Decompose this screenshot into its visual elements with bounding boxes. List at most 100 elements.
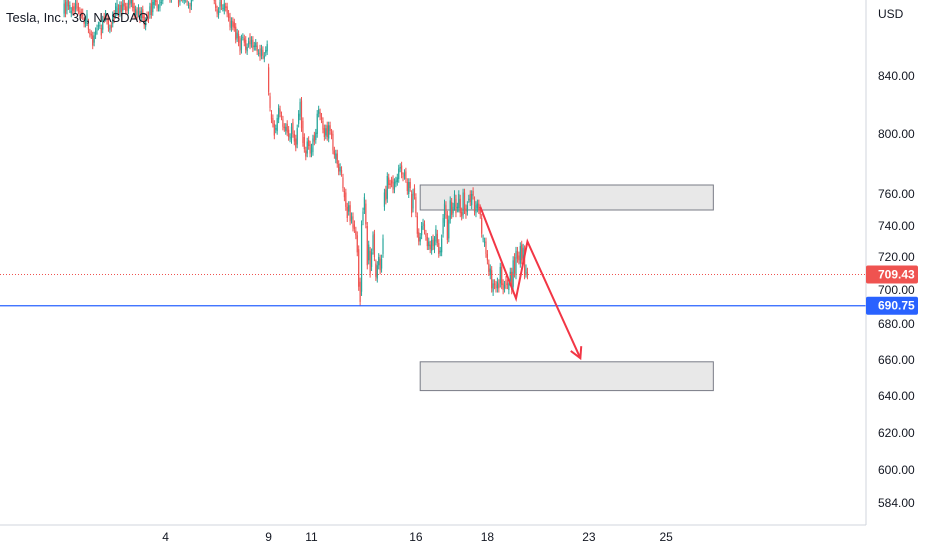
projection-path[interactable] — [479, 206, 582, 359]
candle — [466, 201, 468, 216]
candle — [378, 253, 380, 270]
candle — [146, 11, 148, 22]
candle — [152, 0, 154, 16]
candle — [135, 5, 137, 19]
candle — [345, 188, 347, 211]
candle — [136, 7, 138, 22]
candle — [262, 46, 264, 60]
candle — [355, 226, 357, 240]
candle — [403, 169, 406, 180]
candle — [411, 190, 413, 218]
candle — [316, 110, 318, 138]
candle — [187, 1, 190, 9]
currency-label: USD — [878, 7, 904, 21]
lines-layer — [0, 273, 866, 307]
zone-box-2[interactable] — [419, 361, 714, 392]
candle — [501, 262, 503, 290]
candle — [438, 239, 440, 258]
candle — [363, 193, 366, 214]
candle — [149, 2, 151, 19]
candle — [396, 173, 398, 186]
candle — [119, 1, 121, 18]
candle — [179, 0, 181, 6]
x-tick-label: 9 — [265, 530, 272, 544]
candle — [366, 222, 368, 270]
candle — [232, 17, 234, 31]
candle — [393, 178, 396, 194]
candle — [263, 52, 265, 63]
candle — [250, 36, 253, 48]
candle — [519, 242, 521, 268]
chart-title: Tesla, Inc., 30, NASDAQ — [6, 10, 148, 25]
candle — [369, 246, 371, 278]
candle — [222, 4, 224, 12]
candle — [505, 275, 507, 290]
candle — [376, 261, 378, 283]
candle — [153, 0, 155, 9]
candle — [482, 234, 484, 243]
candle — [242, 33, 244, 41]
candle — [296, 124, 298, 149]
candle — [442, 214, 444, 238]
candle — [247, 37, 250, 48]
candle — [73, 2, 75, 16]
candle — [252, 36, 254, 53]
candle — [295, 134, 297, 152]
candle — [282, 115, 284, 131]
candle — [286, 120, 288, 137]
candle — [352, 212, 354, 232]
candle — [299, 98, 301, 121]
candle — [521, 240, 523, 265]
candle — [260, 44, 263, 60]
candle — [383, 188, 386, 211]
candle — [249, 33, 251, 50]
candle — [452, 202, 454, 218]
candle — [525, 264, 527, 278]
candle — [313, 131, 315, 146]
candle — [339, 163, 341, 176]
candle — [162, 0, 164, 5]
candle — [122, 0, 124, 15]
candle — [399, 163, 401, 173]
y-tick-label: 760.00 — [878, 187, 915, 201]
candle — [268, 63, 270, 96]
candle — [413, 184, 416, 200]
candle — [230, 17, 233, 32]
candle — [365, 199, 367, 229]
candle — [319, 108, 321, 121]
candle — [349, 201, 351, 226]
candle — [170, 0, 172, 3]
candle — [300, 97, 303, 132]
candle — [360, 220, 363, 296]
candle — [322, 117, 324, 134]
candle — [333, 146, 335, 159]
candle — [110, 21, 112, 32]
candle — [419, 232, 421, 246]
candle — [318, 105, 320, 118]
candle — [147, 11, 150, 24]
y-tick-label: 600.00 — [878, 463, 915, 477]
candle — [182, 0, 184, 3]
candle — [269, 92, 271, 112]
candle — [106, 14, 108, 25]
candle — [433, 236, 436, 254]
svg-text:690.75: 690.75 — [878, 299, 915, 313]
candle — [526, 267, 529, 280]
candle — [180, 0, 182, 2]
candle — [422, 218, 424, 230]
candle — [246, 43, 248, 55]
candle — [130, 0, 132, 8]
candle — [416, 212, 418, 238]
candle — [225, 2, 227, 12]
y-tick-label: 800.00 — [878, 127, 915, 141]
candle — [219, 0, 221, 13]
price-axis[interactable]: 840.00 800.00 760.00 740.00 720.00 700.00 680.… — [878, 69, 915, 510]
time-axis[interactable]: 4 9 11 16 18 23 25 — [162, 530, 673, 544]
candle — [74, 0, 77, 13]
candle — [390, 176, 393, 188]
candle — [259, 44, 261, 61]
candle — [283, 123, 285, 132]
candle — [190, 0, 192, 11]
candle — [72, 2, 74, 15]
